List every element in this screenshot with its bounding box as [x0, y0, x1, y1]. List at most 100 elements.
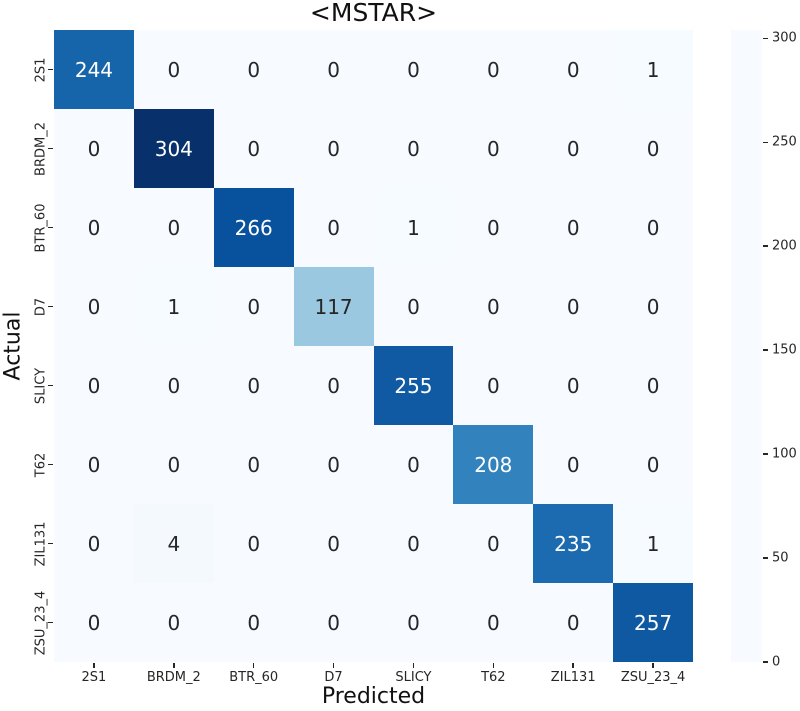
cell-value: 235	[554, 531, 593, 556]
cell-value: 0	[407, 531, 420, 556]
y-axis-label: Actual	[0, 311, 26, 381]
cell-value: 0	[486, 136, 500, 161]
cell-value: 0	[327, 452, 340, 477]
cell-value: 0	[407, 294, 420, 319]
heatmap-cell: 0	[293, 583, 374, 662]
cell-value: 255	[394, 373, 433, 398]
cell-value: 304	[154, 136, 193, 161]
colorbar-tick-mark	[763, 245, 768, 247]
heatmap-cell: 0	[373, 267, 454, 346]
y-tick-label: ZIL131	[33, 521, 49, 566]
cell-value: 0	[167, 610, 181, 635]
heatmap-grid: 244 0 0 0 0 0 0 1 0 304 0 0 0 0 0 0 0 0 266 0 1 0 0 0 0 1 0 117 0 0 0 0…	[54, 30, 693, 662]
x-tick-mark	[93, 663, 95, 668]
x-tick-label: BRDM_2	[146, 670, 201, 685]
heatmap-cell: 0	[293, 109, 374, 188]
cell-value: 244	[74, 57, 114, 82]
heatmap-cell: 0	[133, 188, 214, 267]
x-tick-mark	[412, 663, 415, 668]
x-tick-mark	[252, 663, 255, 668]
cell-value: 0	[646, 215, 660, 240]
heatmap-cell: 0	[133, 346, 214, 425]
x-tick-mark	[492, 663, 495, 668]
colorbar-tick-mark	[763, 349, 768, 351]
x-tick-label: D7	[324, 670, 343, 685]
cell-value: 0	[327, 57, 340, 82]
colorbar-tick-mark	[763, 453, 768, 455]
cell-value: 0	[247, 531, 261, 556]
cell-value: 0	[327, 610, 340, 635]
cell-value: 0	[486, 531, 500, 556]
heatmap-cell: 0	[293, 425, 374, 504]
heatmap-cell: 117	[293, 267, 374, 346]
heatmap-cell: 0	[533, 583, 614, 662]
y-tick-mark	[48, 542, 53, 545]
heatmap-cell: 0	[54, 267, 134, 346]
cell-value: 0	[167, 373, 181, 398]
heatmap-cell: 0	[54, 425, 134, 504]
cell-value: 0	[327, 531, 340, 556]
x-tick-mark	[572, 663, 574, 668]
heatmap-cell: 0	[213, 30, 294, 109]
y-tick-label: SLICY	[33, 367, 49, 404]
heatmap-cell: 0	[373, 583, 454, 662]
cell-value: 266	[234, 215, 273, 240]
colorbar	[731, 30, 762, 662]
x-tick-mark	[332, 663, 335, 668]
x-tick-label: T62	[481, 670, 506, 685]
heatmap-cell: 0	[213, 425, 294, 504]
heatmap-cell: 0	[213, 346, 294, 425]
x-tick-mark	[652, 663, 654, 668]
cell-value: 0	[87, 373, 101, 398]
heatmap-cell: 0	[293, 30, 374, 109]
y-tick-mark	[48, 68, 53, 71]
heatmap-cell: 0	[293, 188, 374, 267]
heatmap-cell: 0	[54, 188, 134, 267]
cell-value: 0	[566, 57, 580, 82]
y-tick-mark	[48, 621, 53, 624]
heatmap-cell: 0	[213, 267, 294, 346]
colorbar-tick-label: 100	[772, 446, 797, 462]
cell-value: 0	[566, 294, 580, 319]
cell-value: 0	[327, 373, 340, 398]
cell-value: 0	[566, 610, 580, 635]
cell-value: 0	[646, 294, 660, 319]
heatmap-cell: 257	[613, 583, 693, 662]
colorbar-tick-label: 250	[772, 134, 797, 150]
heatmap-cell: 0	[453, 267, 534, 346]
cell-value: 0	[167, 215, 181, 240]
heatmap-cell: 0	[533, 425, 614, 504]
heatmap-cell: 0	[373, 30, 454, 109]
y-tick-mark	[48, 463, 53, 466]
y-tick-mark	[48, 147, 53, 150]
heatmap-cell: 0	[213, 109, 294, 188]
colorbar-tick-label: 200	[772, 238, 797, 254]
heatmap-cell: 0	[54, 346, 134, 425]
x-axis-label: Predicted	[321, 684, 426, 709]
heatmap-cell: 0	[54, 504, 134, 583]
heatmap-cell: 1	[373, 188, 454, 267]
y-tick-mark	[48, 305, 53, 308]
heatmap-cell: 0	[213, 504, 294, 583]
y-tick-label: 2S1	[33, 57, 49, 82]
cell-value: 0	[247, 452, 261, 477]
y-tick-label: T62	[33, 452, 49, 477]
heatmap-cell: 266	[213, 188, 294, 267]
heatmap-cell: 0	[453, 188, 534, 267]
heatmap-cell: 255	[373, 346, 454, 425]
cell-value: 117	[314, 294, 353, 319]
cell-value: 0	[646, 373, 660, 398]
heatmap-cell: 0	[613, 346, 693, 425]
y-tick-label: BTR_60	[33, 203, 49, 252]
heatmap-cell: 0	[293, 504, 374, 583]
colorbar-tick-mark	[763, 661, 768, 663]
cell-value: 0	[566, 136, 580, 161]
x-tick-label: SLICY	[395, 670, 432, 685]
cell-value: 0	[327, 215, 340, 240]
cell-value: 0	[486, 57, 500, 82]
heatmap-cell: 1	[613, 30, 693, 109]
cell-value: 1	[646, 57, 660, 82]
cell-value: 1	[167, 294, 181, 319]
y-tick-mark	[48, 384, 53, 387]
